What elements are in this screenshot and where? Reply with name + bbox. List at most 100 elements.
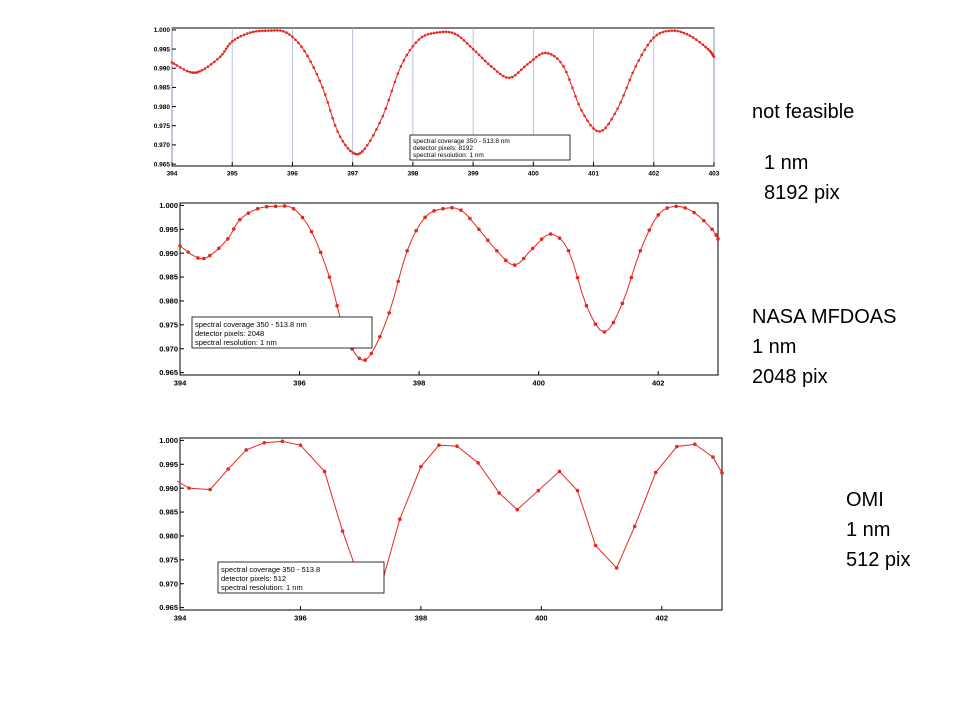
data-point: [693, 442, 697, 447]
data-point: [625, 86, 628, 90]
data-point: [246, 211, 251, 215]
legend-box: [191, 316, 373, 349]
data-point: [264, 204, 269, 209]
data-point: [661, 30, 665, 34]
data-point: [187, 486, 191, 490]
legend-line: detector pixels: 2048: [195, 329, 264, 338]
data-point: [285, 31, 288, 34]
legend-line: detector pixels: 512: [221, 574, 286, 583]
y-tick-label: 0.980: [159, 532, 178, 541]
data-point: [595, 129, 598, 133]
data-point: [236, 36, 240, 40]
data-point: [664, 29, 668, 33]
label-line: 8192 pix: [764, 182, 840, 204]
data-point: [178, 66, 182, 69]
data-point: [614, 566, 619, 570]
data-point: [489, 65, 493, 68]
data-point: [450, 31, 454, 34]
data-point: [486, 238, 490, 243]
data-point: [601, 129, 604, 132]
data-point: [242, 33, 246, 37]
data-point: [248, 31, 252, 34]
data-point: [384, 107, 388, 110]
data-point: [619, 101, 622, 104]
y-tick-label: 0.970: [159, 344, 178, 353]
data-point: [420, 35, 424, 39]
data-point: [673, 29, 677, 33]
data-point: [586, 119, 589, 123]
data-point: [233, 38, 237, 41]
data-point: [620, 301, 625, 306]
data-point: [575, 275, 580, 280]
data-point: [548, 232, 553, 236]
label-line: OMI: [846, 489, 884, 511]
y-tick-label: 0.995: [159, 460, 178, 469]
data-point: [399, 65, 403, 68]
data-point: [575, 488, 580, 493]
y-tick-label: 1.000: [159, 436, 178, 445]
data-point: [637, 59, 641, 62]
y-tick-label: 0.985: [159, 273, 178, 282]
data-point: [378, 121, 381, 125]
data-point: [255, 30, 258, 33]
data-point: [653, 470, 658, 475]
data-point: [393, 80, 397, 84]
data-point: [398, 517, 402, 522]
data-point: [495, 70, 499, 73]
data-point: [208, 487, 212, 492]
data-point: [535, 55, 538, 59]
y-tick-label: 0.995: [159, 225, 178, 234]
data-point: [331, 116, 335, 120]
data-point: [303, 49, 306, 53]
data-point: [175, 64, 179, 67]
data-point: [675, 444, 679, 449]
data-point: [638, 248, 643, 253]
data-point: [616, 107, 619, 110]
data-point: [710, 227, 714, 232]
data-point: [351, 151, 354, 154]
data-point: [218, 55, 222, 59]
data-point: [435, 31, 439, 34]
data-point: [632, 524, 637, 529]
data-point: [318, 79, 322, 82]
data-point: [468, 44, 472, 48]
data-point: [230, 40, 234, 43]
data-point: [258, 29, 261, 33]
data-point: [577, 102, 580, 106]
data-point: [338, 135, 342, 138]
data-point: [402, 58, 406, 62]
data-point: [264, 29, 267, 33]
data-point: [593, 543, 598, 548]
data-point: [584, 303, 589, 308]
data-point: [357, 356, 362, 361]
data-point: [405, 248, 409, 253]
data-point: [571, 86, 574, 90]
chart-middle: 394 396 398 400 402 0.965 0.970 0.975 0.980 0.985…: [159, 201, 720, 388]
x-tick-label: 401: [588, 171, 599, 178]
plot-frame: [179, 202, 719, 376]
data-point: [658, 31, 662, 35]
data-point: [423, 215, 427, 220]
label-not-feasible: not feasible: [752, 97, 854, 127]
data-point: [441, 30, 445, 34]
data-point: [685, 32, 689, 36]
data-point: [530, 246, 535, 251]
data-point: [556, 57, 559, 60]
data-point: [282, 204, 287, 208]
data-point: [538, 53, 541, 57]
data-point: [557, 236, 562, 240]
data-point: [541, 52, 544, 55]
y-tick-label: 0.970: [159, 579, 178, 588]
data-point: [372, 134, 375, 137]
data-point: [216, 57, 219, 61]
data-point: [670, 29, 674, 32]
data-point: [480, 56, 484, 60]
data-point: [695, 38, 698, 42]
data-point: [459, 208, 463, 212]
data-point: [634, 65, 638, 68]
x-tick-label: 398: [413, 379, 426, 388]
data-point: [213, 60, 216, 64]
data-point: [341, 139, 345, 143]
data-point: [363, 358, 367, 362]
data-point: [471, 47, 475, 51]
